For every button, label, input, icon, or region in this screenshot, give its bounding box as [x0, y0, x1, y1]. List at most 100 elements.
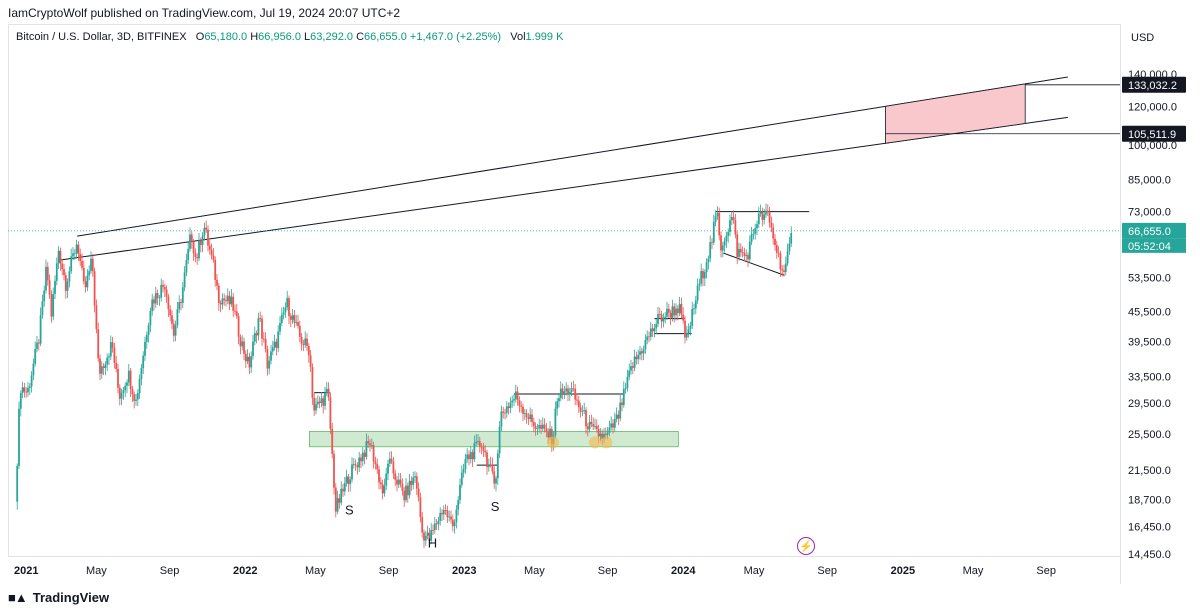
candle-body	[118, 387, 121, 399]
candle-body	[336, 498, 339, 512]
candle-body	[615, 414, 618, 420]
candle-body	[700, 270, 703, 284]
candle-body	[684, 320, 686, 338]
candle-body	[77, 244, 80, 255]
candle-body	[104, 364, 107, 368]
candle-body	[34, 348, 37, 364]
candle-body	[81, 261, 83, 268]
candle-body	[313, 397, 316, 411]
target-price-label: 105,511.9	[1128, 129, 1176, 141]
chart-pane[interactable]	[8, 24, 1120, 556]
candle-body	[316, 401, 319, 405]
candle-body	[378, 469, 380, 483]
candle-body	[154, 292, 157, 304]
candle-body	[37, 342, 40, 344]
candle-body	[619, 402, 622, 419]
candle-body	[219, 303, 222, 305]
candle-body	[52, 294, 55, 317]
price-tick-label: 45,500.0	[1128, 307, 1171, 319]
candle-body	[73, 253, 76, 254]
candle-body	[579, 407, 582, 412]
candle-body	[225, 300, 227, 302]
candle-body	[784, 263, 787, 272]
candle-body	[417, 488, 420, 498]
candle-body	[570, 388, 573, 392]
candle-body	[693, 308, 695, 310]
candle-body	[82, 267, 85, 282]
candle-body	[367, 441, 370, 444]
candle-body	[66, 281, 69, 291]
candle-body	[131, 388, 134, 395]
candle-body	[86, 275, 89, 288]
candle-body	[338, 498, 341, 503]
candle-body	[347, 476, 350, 485]
candle-body	[648, 336, 650, 338]
candle-body	[441, 512, 443, 515]
candle-body	[750, 233, 753, 242]
candle-body	[707, 258, 710, 263]
candle-body	[473, 443, 476, 460]
price-axis[interactable]	[1120, 24, 1200, 584]
candle-body	[572, 388, 575, 390]
candle-body	[100, 366, 103, 374]
candle-body	[597, 429, 600, 437]
footer-brand[interactable]: ■▲ TradingView	[8, 590, 109, 605]
price-tick-label: 39,500.0	[1128, 336, 1171, 348]
candle-body	[180, 301, 182, 303]
candle-body	[21, 387, 24, 394]
candle-body	[604, 433, 607, 435]
candle-body	[268, 360, 271, 369]
candle-body	[415, 476, 418, 489]
candle-body	[75, 244, 78, 254]
candle-body	[786, 251, 789, 264]
brand-label: TradingView	[32, 590, 110, 605]
candle-body	[140, 368, 143, 380]
candle-body	[324, 393, 326, 406]
candle-body	[414, 476, 416, 478]
candle-body	[259, 318, 262, 320]
candle-body	[403, 490, 406, 501]
close-value: 66,655.0	[364, 31, 407, 43]
candle-body	[315, 404, 317, 411]
candle-body	[651, 328, 654, 332]
symbol-name[interactable]: Bitcoin / U.S. Dollar, 3D, BITFINEX	[16, 31, 187, 43]
candle-body	[561, 388, 564, 394]
candle-body	[48, 280, 51, 295]
candle-body	[396, 479, 398, 485]
candle-body	[624, 388, 627, 390]
lightning-icon[interactable]: ⚡	[797, 537, 815, 555]
candle-body	[183, 272, 186, 288]
candle-body	[576, 399, 578, 401]
candle-body	[349, 479, 352, 485]
candle-body	[754, 228, 757, 234]
candle-body	[588, 421, 591, 430]
currency-label[interactable]: USD	[1131, 32, 1155, 44]
candle-body	[676, 308, 679, 314]
candle-body	[574, 388, 577, 400]
candle-body	[432, 529, 434, 531]
candle-body	[273, 341, 276, 348]
candle-body	[637, 354, 640, 360]
candle-body	[520, 405, 523, 407]
candle-body	[450, 516, 452, 520]
candle-body	[261, 318, 263, 339]
change-value: +1,467.0 (+2.25%)	[409, 31, 502, 43]
tradingview-logo-icon: ■▲	[8, 590, 28, 605]
candle-body	[162, 284, 164, 287]
time-axis[interactable]	[8, 556, 1120, 584]
candle-body	[610, 423, 613, 428]
candle-body	[106, 357, 109, 365]
candle-body	[102, 366, 105, 368]
candle-body	[205, 227, 208, 230]
candle-body	[59, 250, 62, 264]
candle-body	[631, 366, 634, 368]
candle-body	[331, 428, 334, 454]
candle-body	[226, 295, 229, 302]
candle-body	[621, 402, 623, 406]
candle-body	[586, 426, 589, 430]
candle-body	[64, 274, 67, 291]
candle-body	[657, 314, 659, 324]
candle-body	[309, 355, 312, 367]
candle-body	[318, 401, 321, 403]
candle-body	[565, 388, 568, 392]
